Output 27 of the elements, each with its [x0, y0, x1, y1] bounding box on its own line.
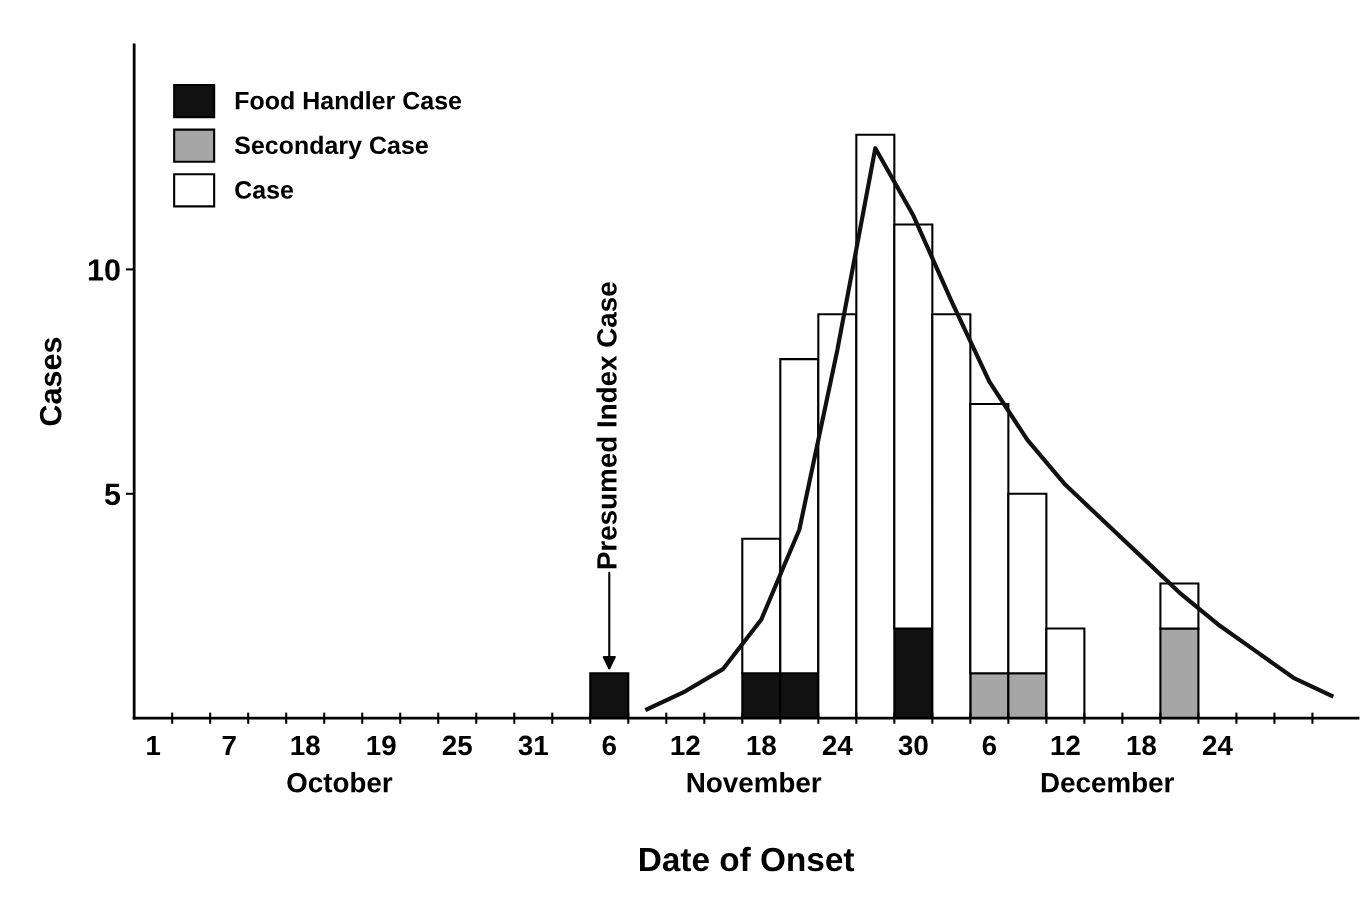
text: November	[687, 772, 822, 793]
x-tick-label: 24	[822, 735, 853, 755]
x-tick-label: 6	[602, 735, 616, 756]
y-tick-label: 5	[104, 483, 121, 506]
legend-label: Secondary Case	[234, 135, 428, 160]
y-tick-label: 10	[88, 259, 120, 281]
x-axis-title: Date of Onset	[639, 846, 855, 872]
line-series	[645, 146, 1334, 712]
legend-label: Food Handler Case	[235, 91, 462, 110]
x-tick-label: 7	[222, 735, 236, 755]
x-tick-label: 1	[147, 735, 161, 755]
x-tick-label: 12	[671, 735, 700, 755]
text: October	[287, 772, 393, 793]
x-tick-label: 25	[442, 735, 472, 756]
x-tick-label: 6	[982, 735, 997, 756]
x-tick-label: 19	[367, 735, 396, 756]
x-tick-label: 18	[291, 735, 320, 756]
x-tick-label: 18	[1127, 735, 1156, 756]
x-tick-label: 18	[747, 735, 776, 756]
x-tick-label: 30	[898, 735, 928, 756]
text: December	[1041, 772, 1174, 793]
x-tick-label: 24	[1202, 735, 1233, 755]
legend-label: Case	[235, 181, 294, 199]
x-tick-label: 12	[1051, 735, 1080, 755]
x-tick-label: 31	[518, 735, 548, 756]
annotation: Presumed Index Case	[596, 282, 617, 569]
y-axis-title: Cases	[39, 337, 62, 426]
